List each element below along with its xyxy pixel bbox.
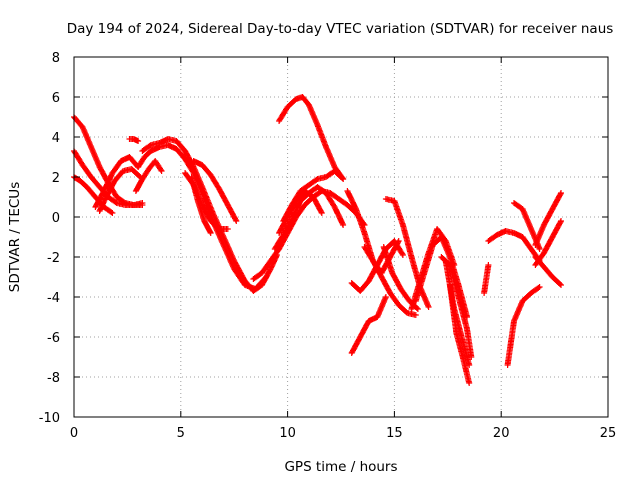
series-track-29 [481,262,492,296]
point-markers [438,254,475,360]
point-markers [132,158,165,194]
point-markers [126,136,142,144]
point-markers [504,284,543,368]
point-markers [276,94,347,182]
series-track-35 [532,254,564,288]
point-markers [190,158,240,224]
series-track-12 [188,174,214,236]
axis-ticks [73,56,609,418]
data-points [71,94,564,386]
x-tick-label: 20 [493,426,510,441]
point-markers [92,154,142,210]
y-tick-label: -2 [47,251,60,266]
series-track-17 [276,94,347,182]
plot-frame [73,56,609,418]
y-tick-label: -8 [47,371,60,386]
series-track-06 [126,136,142,144]
series-track-11 [190,158,240,224]
series-track-09 [132,158,165,194]
point-markers [96,166,144,214]
series-track-04 [92,154,142,210]
series-track-05 [96,166,144,214]
y-tick-label: -10 [39,411,60,426]
series-track-21 [361,244,419,318]
x-tick-label: 10 [279,426,296,441]
x-tick-label: 5 [177,426,185,441]
y-tick-label: -4 [47,291,60,306]
y-tick-label: 6 [52,91,60,106]
series-track-26 [438,254,475,360]
series-track-34 [532,190,564,248]
y-tick-label: -6 [47,331,60,346]
y-tick-label: 4 [52,131,60,146]
point-markers [348,294,389,356]
x-tick-label: 25 [600,426,617,441]
y-tick-label: 8 [52,51,60,66]
y-axis-label: SDTVAR / TECUs [7,182,23,292]
point-markers [532,190,564,248]
series-track-20 [348,294,389,356]
series-track-31 [504,284,543,368]
x-axis-label: GPS time / hours [284,459,397,475]
point-markers [532,254,564,288]
series-track-28 [442,258,473,368]
point-markers [188,174,214,236]
x-tick-label: 0 [70,426,78,441]
point-markers [442,258,473,368]
point-markers [481,262,492,296]
y-tick-label: 0 [52,211,60,226]
chart-title: Day 194 of 2024, Sidereal Day-to-day VTE… [67,21,614,37]
point-markers [361,244,419,318]
y-tick-label: 2 [52,171,60,186]
grid-lines [74,57,608,417]
tick-labels: 0 5 10 15 20 25 -10 -8 -6 -4 -2 0 2 4 6 8 [39,51,617,441]
x-tick-label: 15 [386,426,403,441]
